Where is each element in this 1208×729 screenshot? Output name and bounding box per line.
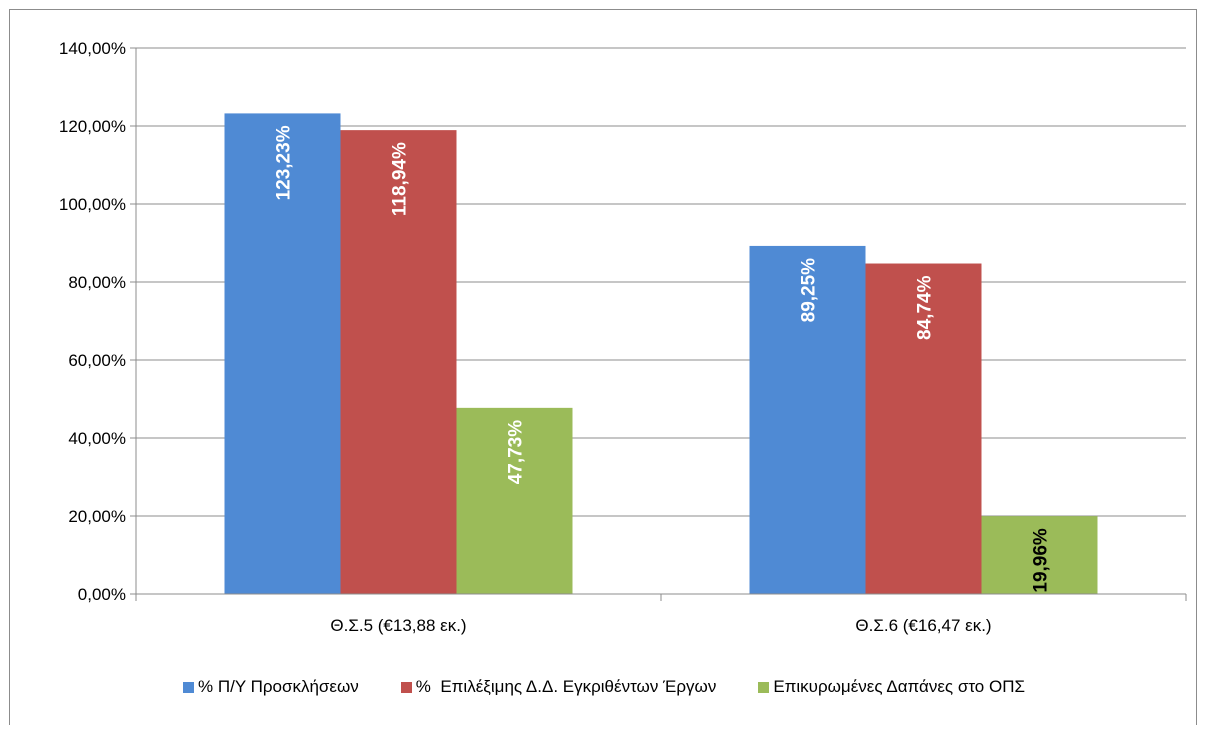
- y-tick-label: 140,00%: [59, 39, 126, 58]
- axes: [130, 47, 1187, 601]
- category-label: Θ.Σ.6 (€16,47 εκ.): [855, 616, 991, 635]
- bar: [340, 130, 457, 594]
- data-label: 118,94%: [390, 142, 411, 216]
- legend-swatch: [758, 681, 770, 693]
- data-label: 19,96%: [1031, 528, 1052, 593]
- legend-swatch: [182, 681, 194, 693]
- data-label: 123,23%: [274, 125, 295, 200]
- legend-label: % Επιλέξιμης Δ.Δ. Εγκριθέντων Έργων: [415, 677, 717, 696]
- y-tick-label: 40,00%: [68, 429, 126, 448]
- bar: [224, 113, 341, 594]
- legend: % Π/Υ Προσκλήσεων % Επιλέξιμης Δ.Δ. Εγκρι…: [0, 674, 1208, 700]
- bar: [749, 245, 866, 595]
- bar: [865, 263, 982, 594]
- y-tick-label: 100,00%: [59, 195, 126, 214]
- y-tick-label: 120,00%: [59, 117, 126, 136]
- bar: [456, 407, 573, 594]
- legend-item: % Επιλέξιμης Δ.Δ. Εγκριθέντων Έργων: [400, 677, 717, 697]
- chart-frame: [9, 9, 1197, 725]
- legend-item: % Π/Υ Προσκλήσεων: [182, 677, 359, 697]
- category-label: Θ.Σ.5 (€13,88 εκ.): [330, 616, 466, 635]
- y-tick-label: 60,00%: [68, 351, 126, 370]
- y-tick-label: 20,00%: [68, 507, 126, 526]
- legend-label: Επικυρωμένες Δαπάνες στο ΟΠΣ: [773, 677, 1025, 696]
- legend-item: Επικυρωμένες Δαπάνες στο ΟΠΣ: [758, 677, 1025, 697]
- data-label: 47,73%: [506, 420, 527, 485]
- legend-swatch: [400, 681, 412, 693]
- y-tick-label: 80,00%: [68, 273, 126, 292]
- data-label: 89,25%: [799, 258, 820, 323]
- legend-label: % Π/Υ Προσκλήσεων: [197, 677, 359, 696]
- data-label: 84,74%: [915, 275, 936, 340]
- labels: 0,00% 20,00% 40,00% 60,00% 80,00% 100,00% 120,…: [59, 39, 1052, 635]
- bar: [981, 516, 1098, 594]
- bars: [224, 113, 1098, 595]
- y-tick-label: 0,00%: [78, 585, 126, 604]
